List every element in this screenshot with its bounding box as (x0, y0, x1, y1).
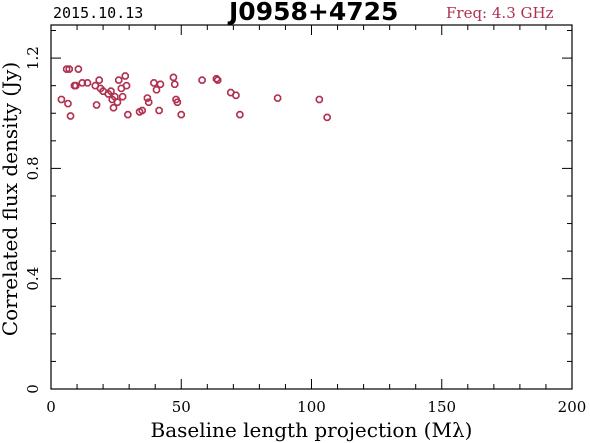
data-point (144, 98, 153, 106)
data-point (198, 76, 206, 84)
data-point (104, 90, 113, 98)
data-point (170, 80, 179, 89)
data-point (226, 88, 235, 97)
observation-date: 2015.10.13 (53, 4, 144, 22)
y-tick-label: 0.8 (24, 156, 42, 180)
data-point (177, 110, 186, 119)
data-point (273, 94, 282, 102)
x-tick-label: 50 (172, 398, 191, 416)
data-point (323, 113, 331, 122)
data-point (64, 99, 72, 108)
data-points (57, 65, 331, 122)
data-point (118, 92, 127, 101)
data-point (156, 80, 165, 89)
axis-tick-labels: 0 50 100 150 200 0 0.4 0.8 1.2 (24, 46, 586, 416)
data-point (57, 95, 66, 104)
data-point (173, 98, 182, 106)
data-point (124, 110, 132, 119)
data-point (143, 94, 152, 102)
data-point (138, 106, 146, 115)
x-tick-label: 150 (427, 398, 456, 416)
y-tick-label: 0 (24, 384, 42, 394)
data-point (92, 101, 101, 109)
axis-ticks (50, 25, 573, 390)
data-point (95, 76, 103, 84)
data-point (169, 73, 178, 82)
data-point (113, 98, 122, 106)
y-tick-label: 1.2 (24, 46, 42, 70)
frequency-label: Freq: 4.3 GHz (446, 4, 554, 22)
data-point (122, 81, 131, 90)
data-point (74, 65, 83, 73)
data-point (108, 95, 116, 104)
chart-title: J0958+4725 (229, 0, 399, 26)
data-point (315, 95, 324, 104)
x-tick-label: 100 (297, 398, 326, 416)
data-point (107, 87, 115, 95)
data-point (114, 76, 123, 84)
x-tick-label: 0 (46, 398, 56, 416)
data-point (83, 79, 92, 87)
data-point (71, 81, 80, 90)
data-point (99, 87, 107, 95)
plot-frame (50, 24, 573, 390)
data-point (121, 72, 129, 80)
data-point (65, 65, 73, 73)
x-axis-label: Baseline length projection (Mλ) (151, 418, 473, 442)
data-point (155, 106, 163, 115)
data-point (213, 76, 222, 84)
data-point (236, 110, 244, 119)
data-point (150, 79, 158, 87)
data-point (66, 112, 75, 120)
y-axis-label: Correlated flux density (Jy) (0, 62, 22, 336)
x-tick-label: 200 (558, 398, 587, 416)
data-point (172, 95, 180, 104)
y-tick-label: 0.4 (24, 267, 42, 291)
data-point (135, 108, 144, 116)
data-point (232, 91, 240, 100)
